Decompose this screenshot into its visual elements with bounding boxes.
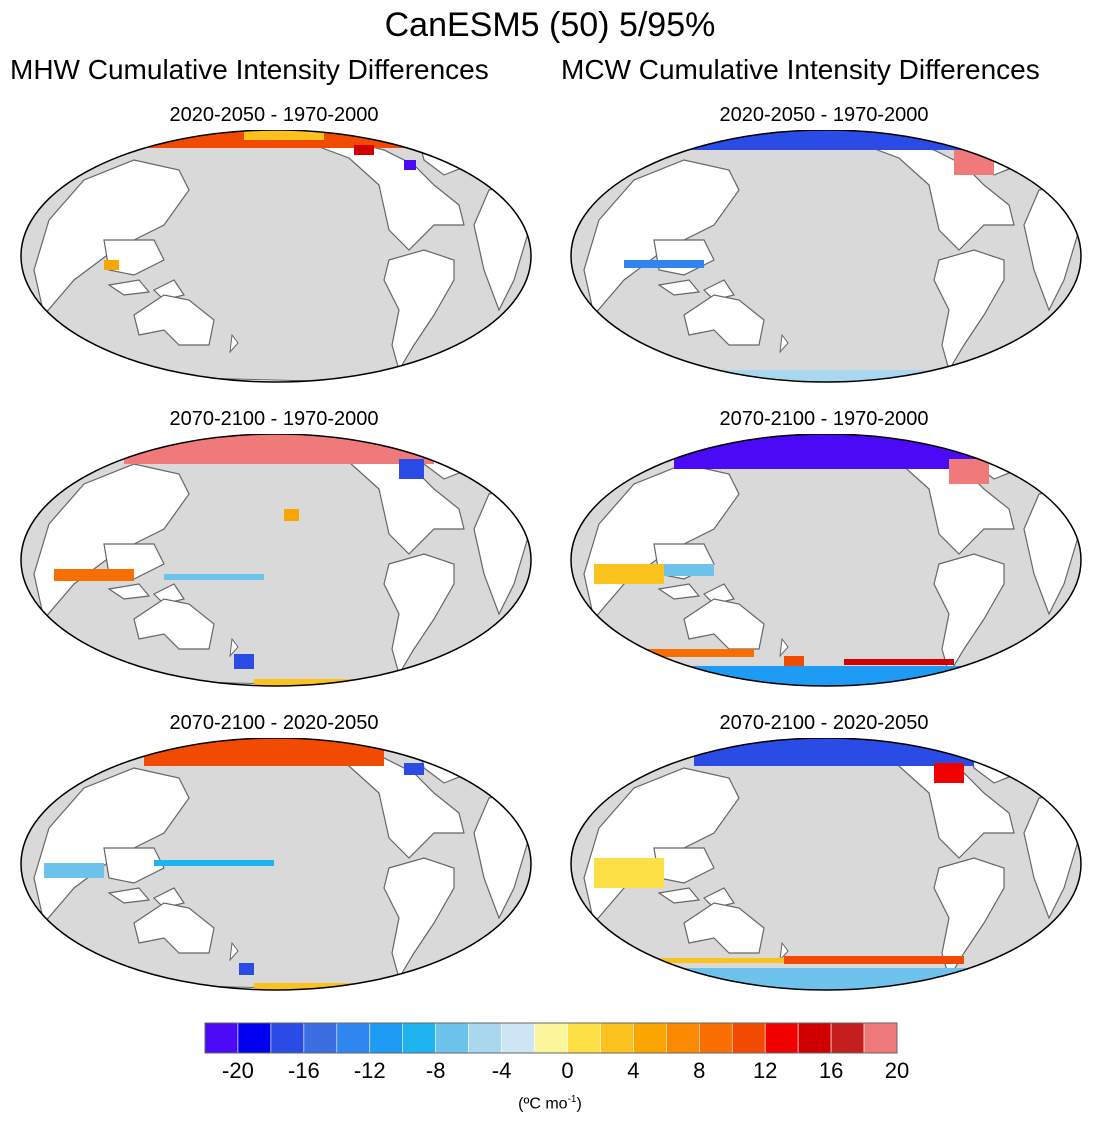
units-superscript: -1	[567, 1094, 577, 1105]
southern-ocean-warm-band	[614, 958, 784, 963]
colorbar-box	[501, 1022, 535, 1054]
colorbar-box	[237, 1022, 272, 1054]
colorbar-box	[731, 1022, 766, 1054]
colorbar-units: (ºC mo-1)	[0, 1094, 1100, 1113]
panel-title: 2020-2050 - 1970-2000	[719, 104, 929, 126]
colorbar-tick-label: -16	[287, 1058, 320, 1083]
map-mcw-2070-2100-1970	[570, 434, 1082, 687]
southern-ocean-warm-band-west	[614, 649, 754, 657]
colorbar-box	[863, 1022, 898, 1054]
maritime-continent-anomaly	[664, 564, 714, 576]
map-border	[570, 130, 1082, 383]
arctic-cold-anomaly	[674, 130, 984, 150]
colorbar-tick-label: 16	[818, 1058, 844, 1083]
colorbar-box	[600, 1022, 634, 1054]
colorbar	[204, 1022, 898, 1054]
mhw-column-title: MHW Cumulative Intensity Differences	[10, 54, 489, 85]
colorbar-box	[534, 1022, 568, 1054]
mcw-panel-2020-2050: 2020-2050 - 1970-2000	[564, 104, 1084, 394]
units-close: )	[576, 1095, 582, 1113]
mhw-panel-2020-2050: 2020-2050 - 1970-2000	[14, 104, 534, 394]
mcw-column-title: MCW Cumulative Intensity Differences	[561, 54, 1040, 85]
indian-ocean-anomaly	[54, 569, 134, 581]
map-mcw-2020-2050	[570, 130, 1082, 383]
tropical-pacific-anomaly	[164, 574, 264, 580]
map-border	[20, 434, 532, 687]
colorbar-tick-label: 20	[884, 1058, 910, 1083]
mcw-panel-2070-2100-vs-1970: 2070-2100 - 1970-2000	[564, 408, 1084, 698]
mcw-panel-2070-2100-vs-2020: 2070-2100 - 2020-2050	[564, 712, 1084, 1002]
north-atlantic-cold-anomaly	[404, 160, 416, 170]
colorbar-box	[303, 1022, 338, 1054]
map-border	[570, 434, 1082, 687]
southern-ocean-warm-band-east	[784, 956, 964, 964]
tropical-pacific-anomaly	[154, 860, 274, 866]
maritime-continent-anomaly	[624, 260, 704, 268]
north-atlantic-cold-anomaly	[399, 459, 424, 479]
colorbar-box	[666, 1022, 700, 1054]
panel-title: 2070-2100 - 2020-2050	[169, 712, 379, 734]
colorbar-boxes	[204, 1022, 898, 1054]
north-atlantic-cold-anomaly	[404, 763, 424, 775]
north-atlantic-warm-anomaly	[949, 459, 989, 484]
southern-ocean-warm-band-east	[844, 659, 954, 665]
southern-ocean-warm-spot	[784, 656, 804, 668]
colorbar-tick-label: 12	[752, 1058, 778, 1083]
map-mhw-2070-2100-1970	[20, 434, 532, 687]
colorbar-frame	[204, 1022, 898, 1054]
colorbar-box	[633, 1022, 667, 1054]
arctic-cold-anomaly	[694, 738, 974, 766]
colorbar-box	[204, 1022, 239, 1054]
colorbar-tick-label: 4	[627, 1058, 640, 1083]
figure-title: CanESM5 (50) 5/95%	[384, 6, 716, 44]
arctic-strong-warm-anomaly	[124, 434, 434, 464]
southern-ocean-warm-anomaly	[254, 983, 474, 990]
colorbar-box	[402, 1022, 436, 1054]
map-mhw-2020-2050	[20, 130, 532, 383]
arctic-strong-cold-anomaly	[674, 434, 984, 469]
units-main: (ºC mo	[518, 1095, 568, 1113]
colorbar-box	[369, 1022, 404, 1054]
arctic-warm-anomaly	[144, 738, 384, 766]
colorbar-tick-label: -8	[425, 1058, 446, 1083]
indian-ocean-anomaly	[594, 858, 664, 888]
southern-ocean-cold-anomaly	[239, 963, 254, 975]
panel-title: 2070-2100 - 2020-2050	[719, 712, 929, 734]
colorbar-box	[336, 1022, 371, 1054]
colorbar-box	[830, 1022, 865, 1054]
colorbar-box	[468, 1022, 502, 1054]
arctic-moderate-anomaly	[244, 130, 324, 140]
map-mcw-2070-2100-2020	[570, 738, 1082, 991]
indian-ocean-anomaly	[594, 564, 664, 584]
panel-title: 2070-2100 - 1970-2000	[169, 408, 379, 430]
colorbar-box	[797, 1022, 832, 1054]
north-atlantic-warm-anomaly	[934, 763, 964, 783]
southern-ocean-warm-anomaly	[254, 679, 474, 686]
mhw-panel-2070-2100-vs-2020: 2070-2100 - 2020-2050	[14, 712, 534, 1002]
colorbar-box	[270, 1022, 305, 1054]
maritime-continent-anomaly	[104, 260, 119, 270]
colorbar-box	[435, 1022, 469, 1054]
colorbar-tick-label: -12	[353, 1058, 386, 1083]
labrador-anomaly	[354, 145, 374, 155]
colorbar-tick-label: -4	[491, 1058, 512, 1083]
southern-ocean-cold-anomaly	[234, 654, 254, 669]
panel-title: 2020-2050 - 1970-2000	[169, 104, 379, 126]
panel-title: 2070-2100 - 1970-2000	[719, 408, 929, 430]
map-mhw-2070-2100-2020	[20, 738, 532, 991]
map-border	[20, 130, 532, 383]
colorbar-box	[698, 1022, 733, 1054]
colorbar-box	[567, 1022, 601, 1054]
colorbar-tick-label: -20	[222, 1058, 254, 1083]
map-border	[570, 738, 1082, 991]
colorbar-tick-label: 8	[693, 1058, 706, 1083]
colorbar-tick-label: 0	[561, 1058, 574, 1083]
map-border	[20, 738, 532, 991]
colorbar-box	[764, 1022, 799, 1054]
indian-ocean-anomaly	[44, 863, 104, 878]
north-pacific-anomaly	[284, 509, 299, 521]
mhw-panel-2070-2100-vs-1970: 2070-2100 - 1970-2000	[14, 408, 534, 698]
